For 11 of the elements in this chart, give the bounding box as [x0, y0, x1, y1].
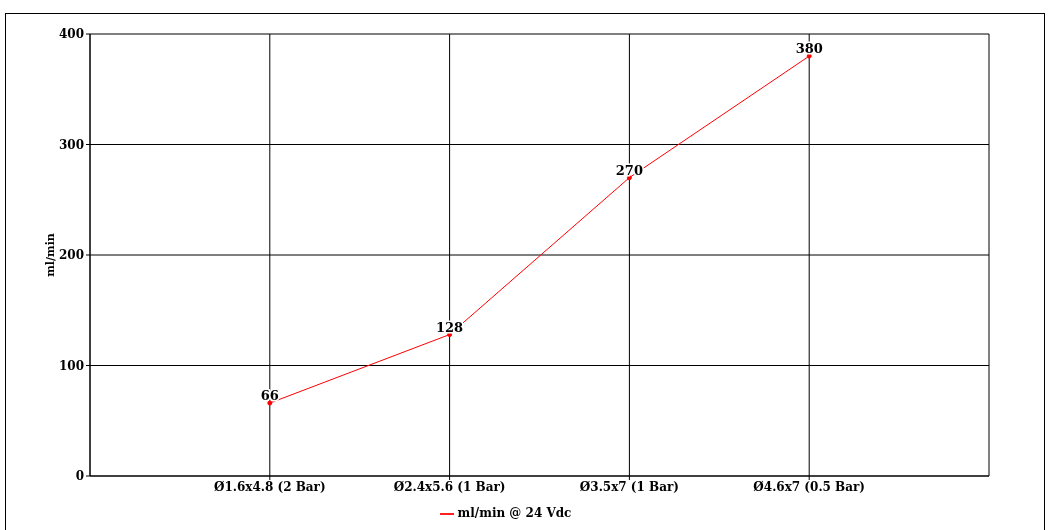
y-tick-label: 400: [58, 27, 84, 42]
y-tick-label: 200: [58, 248, 84, 263]
x-tick-label: Ø3.5x7 (1 Bar): [579, 479, 679, 494]
x-tick-label: Ø1.6x4.8 (2 Bar): [213, 479, 326, 494]
y-tick-label: 100: [58, 358, 84, 373]
y-axis-title: ml/min: [43, 233, 57, 277]
legend-label: ml/min @ 24 Vdc: [457, 506, 572, 520]
y-tick-label: 0: [75, 469, 84, 484]
x-tick-label: Ø4.6x7 (0.5 Bar): [753, 479, 866, 494]
y-tick-label: 300: [58, 137, 84, 152]
x-tick-label: Ø2.4x5.6 (1 Bar): [393, 479, 506, 494]
